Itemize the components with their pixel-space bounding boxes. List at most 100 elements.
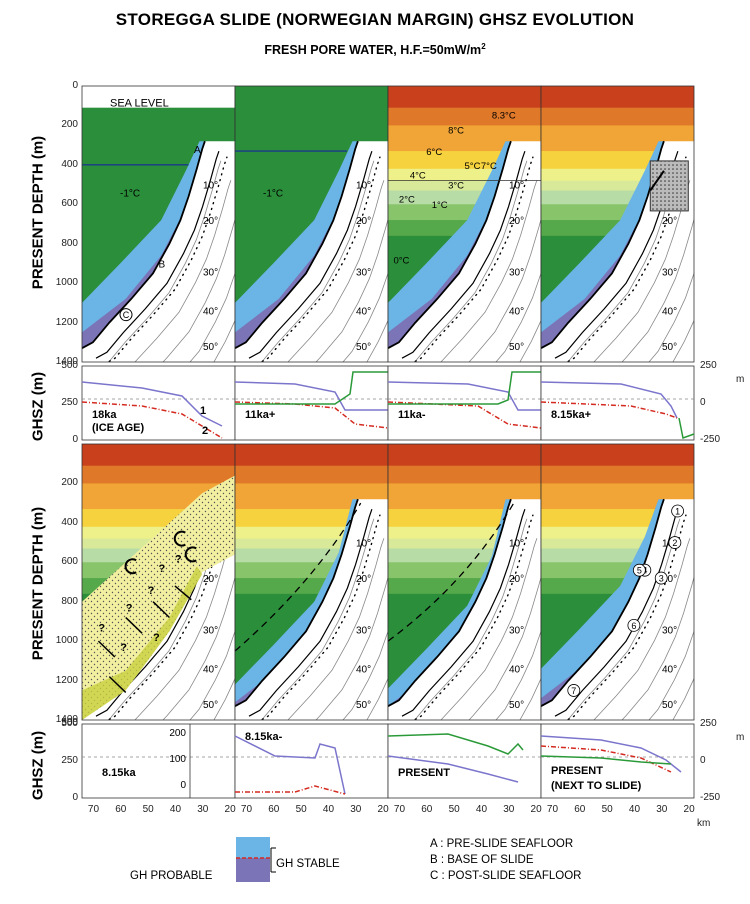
depth-tick: 1000: [55, 635, 78, 647]
depth-panel-5: 10° 20° 30° 40° 50°: [234, 443, 389, 721]
sample-site-circle: [632, 563, 646, 577]
depth-tick: 200: [61, 119, 78, 131]
legend: [236, 837, 276, 882]
seafloor-line: [235, 498, 359, 707]
temperature-label: 8.3°C: [492, 111, 516, 122]
isotherm-label: 30°: [356, 267, 371, 278]
water-temp-label: -1°C: [120, 188, 140, 199]
isotherm-label: 20°: [203, 216, 218, 227]
water-temp-label: -1°C: [263, 188, 283, 199]
sample-site-circle: [671, 504, 685, 518]
subtitle-superscript: 2: [481, 42, 486, 51]
ghsz-tick: 500: [61, 360, 78, 371]
isotherm-label: 30°: [662, 267, 677, 278]
isotherm-label: 10°: [356, 539, 371, 550]
isotherm-label: 20°: [509, 216, 524, 227]
temperature-band: [82, 465, 235, 484]
depth-tick: 1200: [55, 316, 78, 328]
pre-slide-seafloor: [235, 502, 362, 652]
ghsz-panel-7: PRESENT (NEXT TO SLIDE): [540, 723, 695, 799]
ghsz-curve-purple: [387, 755, 519, 783]
base-line: [401, 151, 526, 359]
panel-content: 10° 20° 30° 40° 50° 8.3°C 8°C 7°C 6°C 5°C 4°C 3°C 2°…: [388, 86, 541, 362]
ghsz-right-tick: 250: [700, 360, 717, 371]
ghsz-tick: 250: [61, 755, 78, 766]
isotherm-line: [342, 629, 388, 720]
temperature-label: 4°C: [410, 171, 426, 182]
temperature-band: [388, 538, 541, 549]
sample-site-label: 6: [631, 621, 636, 631]
isotherm-label: 40°: [662, 665, 677, 676]
ghsz-right-tick: 0: [700, 397, 706, 408]
inset-tick: 100: [169, 754, 186, 765]
isotherm-line: [134, 180, 232, 362]
ghsz-panel-2: 11ka-: [387, 365, 542, 441]
isotherm-line: [342, 271, 388, 362]
time-sublabel: (ICE AGE): [92, 422, 144, 434]
legend-note-c: C : POST-SLIDE SEAFLOOR: [430, 870, 582, 882]
temperature-label: 0°C: [393, 255, 409, 266]
sediment: [235, 141, 388, 362]
temperature-band: [388, 180, 541, 191]
temperature-label: 3°C: [448, 181, 464, 192]
dotted-line: [412, 514, 534, 720]
question-mark: ?: [153, 632, 160, 644]
isotherm-label: 30°: [203, 625, 218, 636]
dotted-line: [412, 156, 534, 362]
temperature-band: [541, 86, 694, 109]
ghsz-right-tick: 250: [700, 718, 717, 729]
isotherm-label: 10°: [509, 181, 524, 192]
question-mark: ?: [120, 642, 127, 654]
isotherm-line: [213, 319, 235, 362]
slide-arrow: [174, 585, 192, 601]
slide-zone-dots: [82, 475, 235, 720]
km-tick: 20: [377, 804, 389, 815]
time-label: 8.15ka: [102, 767, 137, 779]
km-tick: 20: [683, 804, 695, 815]
depth-panel-3: 10°20°30°40°50°: [540, 85, 695, 363]
legend-note-a: A : PRE-SLIDE SEAFLOOR: [430, 838, 574, 850]
km-tick: 60: [268, 804, 280, 815]
km-tick: 40: [169, 804, 182, 815]
base-line: [554, 509, 679, 717]
isotherm-label: 40°: [509, 307, 524, 318]
temperature-band: [388, 86, 541, 109]
km-tick: 50: [142, 804, 154, 815]
isotherm-label: 50°: [509, 342, 524, 353]
isotherm-line: [519, 677, 541, 720]
ghsz-panel-0: 18ka(ICE AGE) 1 2: [81, 365, 236, 441]
dotted-line: [106, 514, 228, 720]
temperature-band: [235, 538, 388, 549]
gh-stable-zone: [388, 499, 511, 720]
ghsz-tick: 500: [61, 718, 78, 729]
inset-tick: 200: [169, 728, 186, 739]
dotted-line: [106, 156, 228, 362]
isotherm-line: [413, 518, 528, 720]
legend-swatch-stable: [236, 837, 270, 858]
depth-tick: 1400: [55, 714, 78, 725]
km-tick: 30: [197, 804, 209, 815]
temperature-band: [541, 180, 694, 191]
isotherm-line: [621, 217, 694, 362]
time-label: 8.15ka-: [245, 731, 283, 743]
temperature-band: [235, 444, 388, 467]
isotherm-label: 20°: [662, 574, 677, 585]
temperature-band: [235, 465, 388, 484]
ghsz-panel-4: 200 100 0 8.15ka: [81, 723, 236, 799]
dotted-line: [565, 514, 687, 720]
isotherm-line: [519, 319, 541, 362]
depth-tick: 800: [61, 237, 78, 249]
slide-arrow: [125, 616, 143, 634]
temperature-label: 5°C: [465, 161, 481, 172]
seafloor-line: [388, 140, 512, 349]
km-tick: 60: [574, 804, 586, 815]
sample-site-circle: [654, 571, 668, 585]
ghsz-frame: [234, 365, 389, 441]
temperature-label: 7°C: [481, 161, 497, 172]
ghsz-curve-purple: [81, 381, 223, 427]
ghsz-panel-1: 11ka+: [234, 365, 389, 441]
depth-tick: 1400: [55, 356, 78, 367]
km-tick: 40: [628, 804, 641, 815]
slide-arrow: [152, 601, 170, 619]
isotherm-line: [366, 677, 388, 720]
